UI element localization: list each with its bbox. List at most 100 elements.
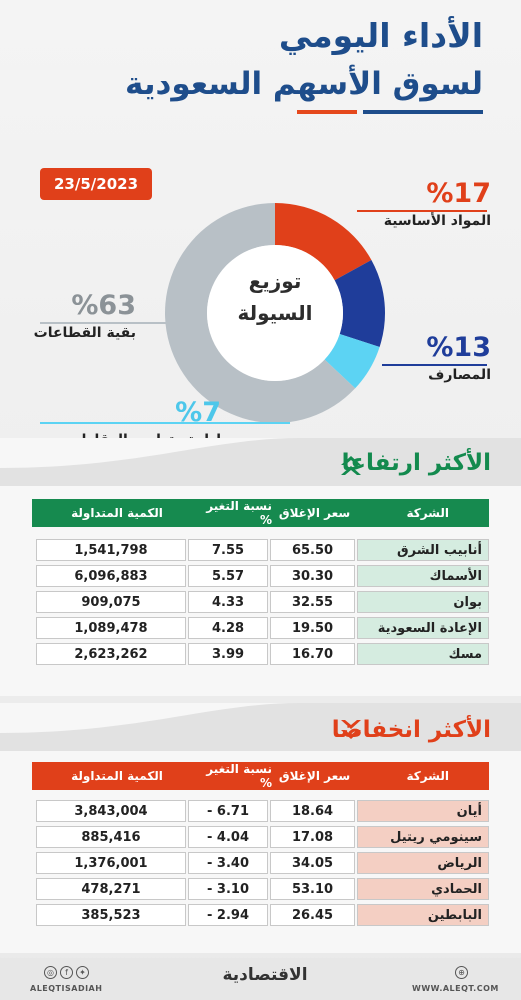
slice-label: المصارف <box>428 367 491 383</box>
cell-change: 6.71 - <box>188 800 268 822</box>
cell-close: 19.50 <box>270 617 355 639</box>
cell-volume: 1,089,478 <box>36 617 186 639</box>
brand-logo: الاقتصادية <box>222 965 308 985</box>
footer: ◎ f ✦ ALEQTISADIAH الاقتصادية ⊕ WWW.ALEQ… <box>0 958 521 1000</box>
header-volume: الكمية المتداولة <box>71 506 163 520</box>
callout-line-real-estate <box>40 422 290 424</box>
slice-value: %13 <box>426 332 491 363</box>
social-handle[interactable]: ALEQTISADIAH <box>30 984 103 993</box>
cell-company: مسك <box>357 643 489 665</box>
donut-slice <box>324 334 380 389</box>
globe-icon: ⊕ <box>455 966 468 979</box>
liquidity-donut-chart <box>164 203 385 423</box>
cell-company: الإعادة السعودية <box>357 617 489 639</box>
callout-materials: %17 المواد الأساسية <box>384 178 491 229</box>
cell-close: 65.50 <box>270 539 355 561</box>
callout-line-banks <box>382 364 487 366</box>
donut-center-line-2: السيولة <box>237 301 313 325</box>
twitter-icon[interactable]: ✦ <box>76 966 89 979</box>
cell-change: 7.55 <box>188 539 268 561</box>
callout-line-other-sectors <box>40 322 200 324</box>
slice-value: %17 <box>426 178 491 209</box>
table-row: بوان 32.55 4.33 909,075 <box>32 591 489 613</box>
cell-change: 3.40 - <box>188 852 268 874</box>
table-header: الشركة سعر الإغلاق نسبة التغير % الكمية … <box>32 499 489 527</box>
header-company: الشركة <box>406 506 449 520</box>
cell-volume: 2,623,262 <box>36 643 186 665</box>
top-gainers-section: الأكثر ارتفاعا الشركة سعر الإغلاق نسبة ا… <box>0 438 521 696</box>
cell-volume: 385,523 <box>36 904 186 926</box>
header-change: نسبة التغير % <box>206 499 272 527</box>
cell-company: سينومي ريتيل <box>357 826 489 848</box>
cell-close: 30.30 <box>270 565 355 587</box>
cell-close: 32.55 <box>270 591 355 613</box>
title-underline <box>363 110 483 114</box>
double-chevron-up-icon <box>341 456 361 475</box>
title-line-2: لسوق الأسهم السعودية <box>125 66 483 102</box>
facebook-icon[interactable]: f <box>60 966 73 979</box>
cell-change: 5.57 <box>188 565 268 587</box>
header-change: نسبة التغير % <box>206 762 272 790</box>
cell-change: 4.04 - <box>188 826 268 848</box>
cell-close: 26.45 <box>270 904 355 926</box>
table-row: أيان 18.64 6.71 - 3,843,004 <box>32 800 489 822</box>
header-company: الشركة <box>406 769 449 783</box>
cell-company: الحمادي <box>357 878 489 900</box>
donut-center-label: توزيع السيولة <box>225 265 325 329</box>
cell-company: أيان <box>357 800 489 822</box>
table-row: أنابيب الشرق 65.50 7.55 1,541,798 <box>32 539 489 561</box>
instagram-icon[interactable]: ◎ <box>44 966 57 979</box>
top-losers-section: الأكثر انخفاضا الشركة سعر الإغلاق نسبة ا… <box>0 703 521 953</box>
header-volume: الكمية المتداولة <box>71 769 163 783</box>
donut-slice <box>164 203 356 423</box>
donut-slice <box>275 203 372 281</box>
cell-close: 53.10 <box>270 878 355 900</box>
section-header-shape <box>0 438 521 486</box>
date-badge: 23/5/2023 <box>40 168 152 200</box>
cell-company: أنابيب الشرق <box>357 539 489 561</box>
cell-change: 3.99 <box>188 643 268 665</box>
section-title: الأكثر ارتفاعا <box>341 450 491 476</box>
cell-change: 2.94 - <box>188 904 268 926</box>
table-row: سينومي ريتيل 17.08 4.04 - 885,416 <box>32 826 489 848</box>
cell-company: البابطين <box>357 904 489 926</box>
cell-change: 4.33 <box>188 591 268 613</box>
cell-close: 34.05 <box>270 852 355 874</box>
table-row: الإعادة السعودية 19.50 4.28 1,089,478 <box>32 617 489 639</box>
cell-volume: 6,096,883 <box>36 565 186 587</box>
table-row: الأسماك 30.30 5.57 6,096,883 <box>32 565 489 587</box>
table-row: مسك 16.70 3.99 2,623,262 <box>32 643 489 665</box>
callout-other-sectors: %63 بقية القطاعات <box>34 290 136 341</box>
callout-banks: %13 المصارف <box>426 332 491 383</box>
slice-label: المواد الأساسية <box>383 213 491 229</box>
table-row: الحمادي 53.10 3.10 - 478,271 <box>32 878 489 900</box>
title-line-1: الأداء اليومي <box>278 16 483 55</box>
cell-volume: 1,376,001 <box>36 852 186 874</box>
callout-line-materials <box>357 210 487 212</box>
donut-center-line-1: توزيع <box>248 269 302 293</box>
header: الأداء اليومي لسوق الأسهم السعودية <box>125 14 483 118</box>
social-icons: ◎ f ✦ <box>44 966 89 979</box>
cell-volume: 3,843,004 <box>36 800 186 822</box>
header-close: سعر الإغلاق <box>278 769 351 783</box>
cell-company: بوان <box>357 591 489 613</box>
title-underline-accent <box>297 110 357 114</box>
double-chevron-down-icon <box>341 720 361 739</box>
donut-slice <box>334 260 385 347</box>
header-close: سعر الإغلاق <box>278 506 351 520</box>
cell-volume: 885,416 <box>36 826 186 848</box>
cell-company: الرياض <box>357 852 489 874</box>
cell-change: 3.10 - <box>188 878 268 900</box>
table-header: الشركة سعر الإغلاق نسبة التغير % الكمية … <box>32 762 489 790</box>
section-header-shape <box>0 703 521 751</box>
cell-close: 17.08 <box>270 826 355 848</box>
cell-change: 4.28 <box>188 617 268 639</box>
cell-volume: 1,541,798 <box>36 539 186 561</box>
website-link[interactable]: WWW.ALEQT.COM <box>412 984 499 993</box>
donut-hole <box>207 245 343 381</box>
cell-company: الأسماك <box>357 565 489 587</box>
slice-value: %63 <box>71 290 136 321</box>
cell-close: 18.64 <box>270 800 355 822</box>
slice-label: بقية القطاعات <box>33 325 136 341</box>
